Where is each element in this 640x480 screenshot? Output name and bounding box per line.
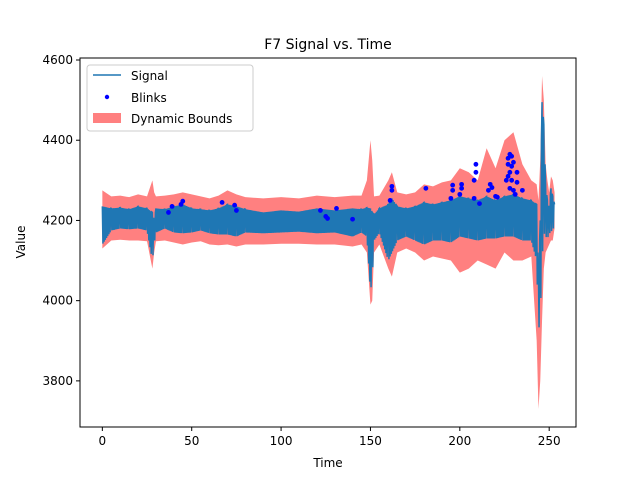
- legend-bounds-label: Dynamic Bounds: [131, 112, 232, 126]
- x-tick-label: 150: [359, 434, 382, 448]
- blink-marker: [471, 177, 477, 183]
- legend-frame: [86, 64, 254, 132]
- blink-marker: [219, 199, 225, 205]
- blink-marker: [459, 181, 465, 187]
- blink-marker: [514, 179, 520, 185]
- blink-marker: [473, 169, 479, 175]
- blink-marker: [448, 195, 454, 201]
- x-tick-label: 50: [184, 434, 199, 448]
- blink-marker: [233, 208, 239, 213]
- blink-marker: [389, 183, 395, 189]
- blink-marker: [486, 187, 491, 193]
- blink-marker: [509, 163, 515, 169]
- axes-frame: [79, 57, 577, 428]
- blink-marker: [473, 161, 479, 167]
- blink-marker: [514, 169, 520, 175]
- x-tick-label: 250: [538, 434, 561, 448]
- legend: Signal Blinks Dynamic Bounds: [86, 64, 254, 132]
- legend-blinks-label: Blinks: [131, 91, 167, 105]
- signal-line: [101, 102, 556, 328]
- x-axis-label: Time: [312, 456, 342, 470]
- x-tick-label: 200: [448, 434, 471, 448]
- blink-marker: [387, 197, 393, 203]
- blink-marker: [325, 216, 330, 221]
- blink-marker: [512, 191, 518, 197]
- blink-marker: [477, 201, 482, 206]
- blink-marker: [389, 187, 395, 193]
- blink-marker: [505, 161, 511, 167]
- blink-marker: [318, 208, 323, 213]
- blink-marker: [232, 202, 238, 208]
- blink-marker: [471, 195, 477, 201]
- blink-marker: [457, 191, 463, 197]
- y-tick-label: 3800: [42, 374, 73, 388]
- blink-marker: [511, 159, 516, 165]
- y-axis: 3800 4000 4200 4400 4600: [42, 53, 80, 388]
- legend-blinks-swatch: [104, 94, 110, 100]
- legend-bounds-swatch: [93, 113, 121, 123]
- y-tick-label: 4200: [42, 213, 73, 227]
- x-tick-label: 100: [270, 434, 293, 448]
- blink-marker: [505, 173, 511, 179]
- blink-marker: [166, 210, 171, 215]
- blink-marker: [503, 177, 509, 183]
- plot-area: [101, 76, 556, 409]
- blink-marker: [450, 182, 456, 188]
- y-tick-label: 4000: [42, 294, 73, 308]
- blink-marker: [169, 204, 175, 209]
- blink-marker: [334, 206, 339, 211]
- x-tick-label: 0: [99, 434, 107, 448]
- dynamic-bounds-band: [102, 76, 555, 409]
- chart-title: F7 Signal vs. Time: [264, 37, 392, 53]
- legend-signal-label: Signal: [131, 69, 168, 83]
- blink-marker: [507, 185, 513, 191]
- blink-marker: [505, 155, 511, 161]
- blink-marker: [511, 187, 516, 193]
- blink-marker: [450, 187, 456, 193]
- blink-marker: [507, 169, 513, 175]
- blink-marker: [350, 216, 355, 222]
- blink-marker: [519, 187, 525, 193]
- blink-marker: [180, 198, 186, 204]
- blink-marker: [423, 185, 429, 191]
- y-tick-label: 4600: [42, 53, 73, 67]
- blink-marker: [459, 185, 465, 191]
- blink-marker: [494, 194, 500, 200]
- blink-marker: [489, 185, 495, 190]
- y-axis-label: Value: [14, 226, 28, 259]
- x-axis: 0 50 100 150 200 250: [99, 427, 561, 448]
- blink-marker: [509, 177, 515, 183]
- blink-marker: [509, 153, 515, 159]
- y-tick-label: 4400: [42, 133, 73, 147]
